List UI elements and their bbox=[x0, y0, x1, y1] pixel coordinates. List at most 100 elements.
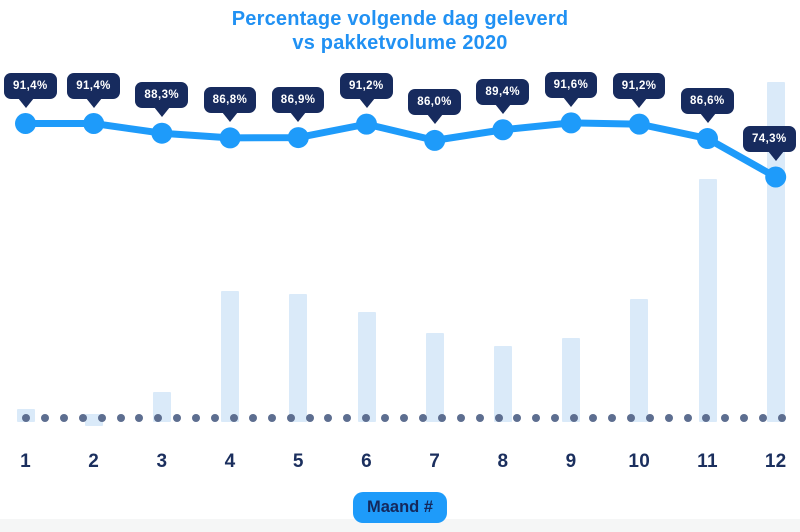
data-label-month-5: 86,9% bbox=[271, 86, 325, 122]
tooltip-pointer bbox=[699, 112, 716, 123]
baseline-dot bbox=[211, 414, 219, 422]
line-marker-month-9 bbox=[560, 112, 582, 134]
data-label-month-1: 91,4% bbox=[4, 72, 57, 108]
line-marker-month-5 bbox=[287, 127, 309, 149]
baseline-dot bbox=[248, 414, 257, 422]
tooltip-pointer bbox=[563, 96, 580, 107]
baseline-dot bbox=[229, 414, 238, 422]
x-axis-label-month-11: 11 bbox=[697, 451, 718, 472]
tooltip-pointer bbox=[85, 97, 102, 108]
x-axis-label-month-8: 8 bbox=[497, 451, 509, 472]
baseline-dot bbox=[740, 414, 749, 422]
volume-bar-month-8 bbox=[493, 345, 512, 422]
baseline-dot bbox=[381, 414, 390, 422]
volume-bar-month-4 bbox=[221, 291, 240, 422]
baseline-dot bbox=[400, 414, 408, 422]
baseline-dot bbox=[59, 414, 68, 422]
data-label-month-12: 74,3% bbox=[743, 125, 796, 161]
baseline-dot bbox=[78, 414, 87, 422]
baseline-dot bbox=[645, 414, 654, 422]
bottom-strip bbox=[0, 519, 800, 532]
baseline-dot bbox=[759, 414, 768, 422]
volume-bar-month-7 bbox=[425, 332, 444, 422]
volume-bar-month-11 bbox=[698, 178, 717, 422]
baseline-dot bbox=[40, 414, 49, 422]
line-marker-month-10 bbox=[628, 113, 650, 135]
tooltip-pointer bbox=[494, 103, 511, 114]
line-marker-month-8 bbox=[492, 119, 514, 141]
baseline-dot bbox=[778, 414, 786, 422]
data-label-month-3: 88,3% bbox=[135, 82, 188, 118]
baseline-dot bbox=[607, 414, 616, 422]
data-label-month-4: 86,8% bbox=[203, 86, 257, 122]
baseline-dot bbox=[135, 414, 144, 422]
data-label-month-9: 91,6% bbox=[544, 71, 598, 107]
baseline-dot bbox=[551, 414, 560, 422]
tooltip-pointer bbox=[767, 150, 784, 161]
volume-bar-month-5 bbox=[289, 294, 308, 422]
baseline-dot bbox=[589, 414, 597, 422]
baseline-dot bbox=[22, 414, 30, 422]
baseline-dot bbox=[173, 414, 182, 422]
baseline-dot bbox=[324, 414, 333, 422]
data-label-month-6: 91,2% bbox=[340, 73, 393, 109]
line-marker-month-3 bbox=[151, 122, 173, 144]
chart-title: Percentage volgende dag geleverd vs pakk… bbox=[231, 8, 569, 54]
baseline-dot bbox=[664, 414, 673, 422]
baseline-dot bbox=[532, 414, 541, 422]
x-axis-label-month-2: 2 bbox=[88, 451, 100, 472]
volume-bar-month-9 bbox=[562, 338, 581, 422]
baseline-dot bbox=[721, 414, 730, 422]
baseline-dot bbox=[456, 414, 465, 422]
baseline-dot bbox=[286, 414, 295, 422]
line-marker-month-4 bbox=[219, 127, 241, 149]
baseline-dot bbox=[343, 414, 352, 422]
baseline-dot bbox=[418, 414, 427, 422]
x-axis-label-month-10: 10 bbox=[628, 451, 651, 472]
x-axis-title-badge: Maand # bbox=[352, 492, 448, 523]
data-label-month-11: 86,6% bbox=[681, 87, 734, 123]
x-axis-label-month-9: 9 bbox=[565, 451, 577, 472]
baseline-dot bbox=[267, 414, 276, 422]
data-label-month-10: 91,2% bbox=[612, 73, 666, 109]
x-axis-label-month-3: 3 bbox=[156, 451, 168, 472]
baseline-dot bbox=[494, 414, 503, 422]
baseline-dot bbox=[513, 414, 522, 422]
tooltip-pointer bbox=[17, 97, 34, 108]
tooltip-pointer bbox=[153, 107, 170, 118]
tooltip-pointer bbox=[426, 114, 443, 125]
baseline-dot bbox=[192, 414, 201, 422]
baseline-dot bbox=[570, 414, 579, 422]
line-marker-month-11 bbox=[697, 128, 718, 150]
baseline-dot bbox=[475, 414, 484, 422]
baseline-dot bbox=[683, 414, 692, 422]
tooltip-pointer bbox=[358, 98, 375, 109]
x-axis-label-month-1: 1 bbox=[20, 451, 31, 472]
data-label-month-2: 91,4% bbox=[67, 72, 120, 108]
x-axis-label-month-7: 7 bbox=[429, 451, 441, 472]
baseline-dot bbox=[362, 414, 371, 422]
tooltip-pointer bbox=[222, 111, 239, 122]
tooltip-pointer bbox=[631, 98, 648, 109]
x-axis-label-month-12: 12 bbox=[764, 451, 787, 472]
line-marker-month-7 bbox=[424, 129, 446, 151]
x-axis-label-month-5: 5 bbox=[292, 451, 304, 472]
baseline-dot bbox=[702, 414, 711, 422]
baseline-dot bbox=[626, 414, 635, 422]
data-label-month-7: 86,0% bbox=[408, 89, 461, 125]
baseline-dot bbox=[97, 414, 106, 422]
baseline-dot bbox=[437, 414, 446, 422]
x-axis-label-month-6: 6 bbox=[361, 451, 372, 472]
volume-bar-month-10 bbox=[630, 298, 649, 422]
volume-bar-month-6 bbox=[357, 311, 376, 422]
x-axis-label-month-4: 4 bbox=[224, 451, 236, 472]
data-label-month-8: 89,4% bbox=[476, 78, 529, 114]
line-marker-month-2 bbox=[83, 113, 105, 135]
line-marker-month-1 bbox=[15, 113, 36, 135]
baseline-dot bbox=[305, 414, 314, 422]
baseline-dot bbox=[154, 414, 163, 422]
tooltip-pointer bbox=[290, 111, 307, 122]
